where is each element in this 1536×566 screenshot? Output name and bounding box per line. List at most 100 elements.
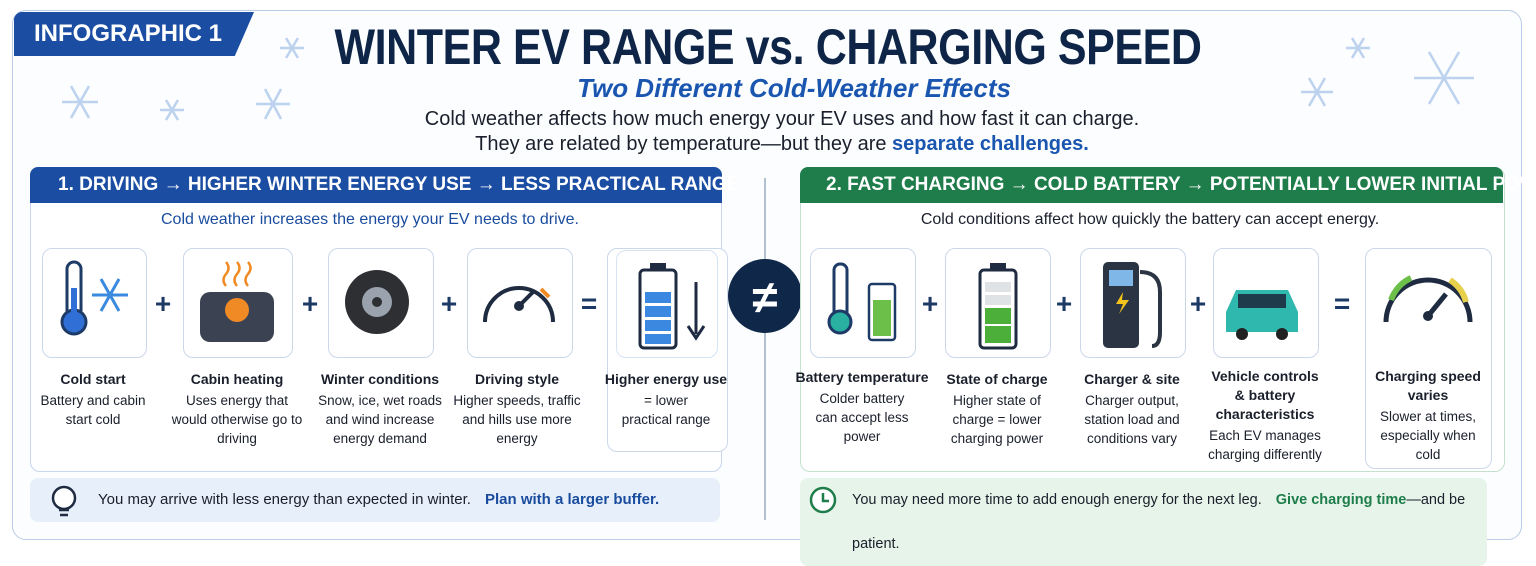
tip-action: Plan with a larger buffer. (484, 491, 660, 508)
icon-part (645, 320, 671, 331)
icon-part (71, 288, 77, 320)
card (1365, 248, 1492, 469)
icon-part (1109, 270, 1133, 286)
icon-part (62, 85, 98, 119)
page: Winter EV infographic {"badge":"INFOGRAP… (0, 10, 1536, 566)
item: Cold start Battery and cabin start cold (26, 370, 160, 429)
item-text: Snow, ice, wet roads and wind increase e… (318, 393, 442, 446)
icon-part (92, 278, 128, 312)
icon-part (1388, 275, 1413, 302)
item-title: Winter conditions (320, 371, 440, 387)
item: Winter conditions Snow, ice, wet roads an… (313, 370, 447, 448)
item-title: State of charge (946, 371, 1048, 387)
icon-part (1448, 277, 1469, 303)
card (42, 248, 147, 358)
item-title: Battery temperature (795, 369, 929, 385)
item-title: Higher energy use (604, 371, 728, 387)
icon-part (160, 99, 184, 121)
panel-header: 1. DRIVING → HIGHER WINTER ENERGY USE → … (30, 167, 739, 203)
icon-part (1276, 328, 1288, 340)
icon-part (1414, 51, 1474, 105)
panel-lead: Cold weather increases the energy your E… (160, 211, 579, 228)
icon-part (645, 306, 671, 317)
operator: + (1189, 288, 1207, 319)
icon-part (1301, 77, 1333, 107)
item: Driving style Higher speeds, traffic and … (452, 370, 582, 448)
icon-part (985, 295, 1011, 305)
icon-part (256, 88, 290, 120)
icon-part (372, 297, 382, 307)
body: ≠ INFOGRAPHIC 1 WINTER EV RANGE vs. CHAR… (0, 10, 1536, 566)
item: Cabin heating Uses energy that would othe… (170, 370, 304, 448)
operator: = (1333, 288, 1351, 319)
icon-part (1238, 294, 1286, 308)
icon-part (59, 508, 69, 517)
item-text: Higher speeds, traffic and hills use mor… (453, 393, 581, 446)
intro: Cold weather affects how much energy you… (424, 108, 1140, 130)
operator: = (580, 288, 598, 319)
icon-part (1414, 51, 1474, 105)
item-text: Charger output, station load and conditi… (1084, 393, 1180, 446)
icon-part (225, 298, 249, 322)
item-title: Charger & site (1084, 371, 1180, 387)
icon-part (483, 286, 555, 323)
operator: + (440, 288, 458, 319)
item-text: Colder battery can accept less power (815, 391, 909, 444)
item-title: Cold start (60, 371, 126, 387)
icon-part (985, 282, 1011, 292)
icon-part (1346, 37, 1370, 59)
icon-part (873, 300, 891, 336)
icon-part (1236, 328, 1248, 340)
item-title: Cabin heating (190, 371, 284, 387)
icons (60, 260, 706, 350)
icon-part (827, 262, 853, 335)
icon-part (827, 309, 853, 335)
icon-part (62, 37, 1474, 121)
not-equal: ≠ (752, 271, 778, 323)
icon-part (1301, 77, 1333, 107)
highlight: separate challenges. (892, 133, 1089, 155)
item-title: Vehicle controls & battery characteristi… (1211, 368, 1319, 422)
icon-part (686, 282, 706, 341)
icon-part (990, 263, 1006, 270)
icon-part (645, 334, 671, 344)
icon-part (62, 85, 98, 119)
icon-part (985, 326, 1011, 343)
item-text: Higher state of charge = lower charging … (950, 393, 1044, 446)
badge: INFOGRAPHIC 1 (14, 12, 254, 56)
item: Charger & site Charger output, station lo… (1065, 370, 1199, 448)
intro: They are related by temperature—but they… (475, 133, 887, 155)
icon-part (160, 99, 184, 121)
card (810, 248, 916, 358)
item: Battery temperature Colder battery can ac… (795, 368, 929, 446)
icons (827, 262, 1473, 350)
item: Charging speed varies Slower at times, es… (1361, 367, 1495, 464)
clock-icon (809, 486, 837, 514)
tip: You may arrive with less energy than exp… (30, 478, 720, 522)
item-text: Battery and cabin start cold (40, 393, 146, 427)
icon-part (1423, 311, 1433, 321)
icon-part (1139, 270, 1162, 348)
subtitle: Two Different Cold-Weather Effects (577, 73, 1011, 103)
icon-part (539, 287, 551, 299)
operator: + (921, 288, 939, 319)
icon-part (222, 261, 252, 287)
icon-part (280, 37, 304, 59)
icon-part (650, 263, 666, 270)
item-text: Each EV manages charging differently (1208, 428, 1322, 462)
icon-part (985, 308, 1011, 324)
item-text: = lower practical range (621, 393, 711, 427)
icon-part (256, 88, 290, 120)
tip-text: You may arrive with less energy than exp… (98, 491, 471, 508)
operator: + (301, 288, 319, 319)
tip-text: You may need more time to add enough ene… (852, 492, 1262, 508)
icon-part (728, 259, 802, 333)
operator: + (154, 288, 172, 319)
item-title: Driving style (474, 371, 560, 387)
item: Vehicle controls & battery characteristi… (1198, 367, 1332, 464)
item-title: Charging speed varies (1375, 368, 1481, 403)
item-text: Uses energy that would otherwise go to d… (171, 393, 303, 446)
operator: + (1055, 288, 1073, 319)
icon-part (645, 292, 671, 303)
intro: They are related by temperature—but they… (0, 133, 1536, 156)
